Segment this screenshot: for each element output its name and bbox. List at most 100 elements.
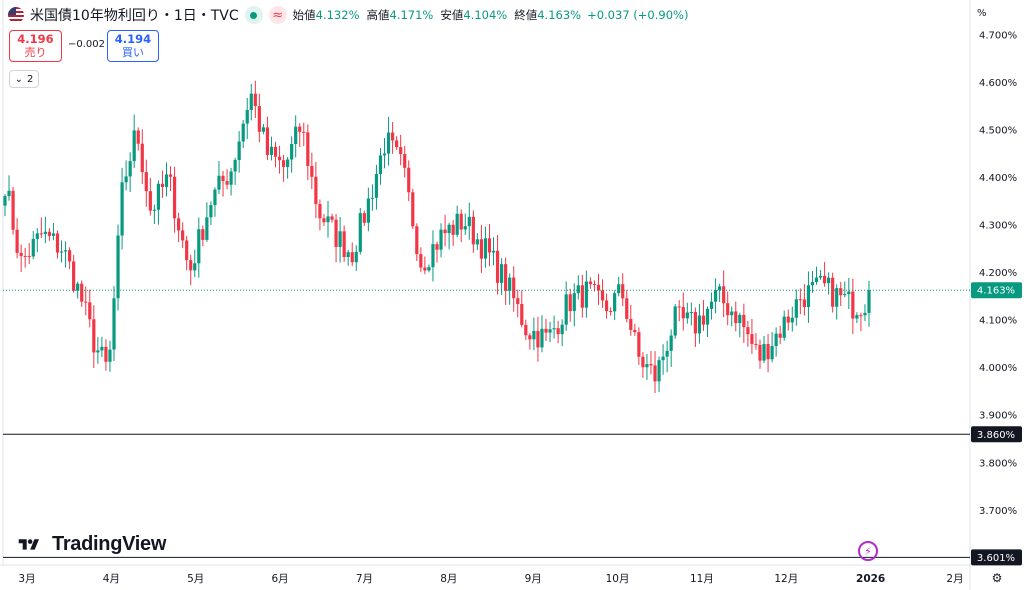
candle-body [867,290,871,313]
candle-body [172,176,177,219]
candle-body [213,189,217,206]
candle-body [108,349,112,362]
candle-body [778,333,782,338]
symbol-title[interactable]: 米国債10年物利回り・1日・TVC [30,8,239,24]
candle-body [855,315,859,319]
price-unit-label: % [977,8,987,19]
sell-price: 4.196 [17,32,54,46]
x-tick-label: 4月 [103,573,120,585]
candle-body [463,226,467,230]
candle-body [330,216,334,220]
candle-body [653,365,657,382]
candle-body [399,147,403,155]
candle-body [754,343,758,345]
candle-body [669,335,673,351]
x-tick-label: 7月 [356,573,373,585]
candle-body [661,356,665,361]
candle-body [705,308,710,325]
candle-body [67,250,72,262]
horizontal-line-label: 3.601% [977,553,1015,564]
candle-body [439,229,443,250]
sell-button[interactable]: 4.196 売り [9,30,62,62]
low-label: 安値 [440,8,464,22]
candle-body [229,171,233,185]
approx-icon[interactable]: ≈ [268,6,287,24]
candle-body [80,283,84,302]
candle-body [88,302,92,320]
candle-body [51,233,56,236]
candle-body [39,233,43,235]
candle-body [140,143,144,173]
candle-body [427,267,431,271]
y-tick-label: 4.000% [979,363,1017,374]
candle-body [677,306,681,308]
market-open-icon[interactable] [244,6,263,24]
candle-body [35,233,39,239]
chart-header: 米国債10年物利回り・1日・TVC ≈ 始値4.132% 高値4.171% 安値… [8,4,688,26]
candle-body [225,181,229,185]
candle-body [177,218,181,231]
candle-body [7,190,11,197]
candle-body [346,252,350,258]
candle-body [241,123,245,142]
candle-body [617,284,621,294]
candle-body [827,277,831,284]
candle-body [431,244,435,268]
candle-body [734,311,738,324]
candle-body [72,261,76,291]
y-tick-label: 4.200% [979,268,1017,279]
candle-body [281,160,286,167]
high-label: 高値 [366,8,390,22]
candle-body [722,286,726,304]
candle-body [181,230,185,241]
candle-body [273,146,278,157]
candle-body [863,312,867,316]
candle-body [104,346,108,362]
candle-body [84,301,88,303]
candle-body [713,290,718,302]
candle-body [495,250,500,283]
candle-body [637,332,641,357]
x-tick-label: 2月 [946,573,963,585]
candle-body [237,141,241,160]
candle-body [645,364,649,368]
candle-body [395,140,399,148]
horizontal-line-label-bg [971,549,1022,566]
candle-body [512,277,516,299]
tradingview-logo[interactable]: TradingView [14,533,166,556]
candle-body [572,293,576,312]
candle-body [15,229,19,253]
buy-button[interactable]: 4.194 買い [107,30,159,62]
candle-body [685,312,689,319]
candle-body [31,238,35,257]
candle-body [629,318,633,330]
indicators-toggle-button[interactable]: ⌄ 2 [9,70,39,88]
candle-body [63,250,68,252]
brand-name: TradingView [52,533,167,555]
candle-body [552,328,556,330]
y-tick-label: 4.700% [979,30,1017,41]
candle-body [560,324,564,335]
candle-body [818,275,823,278]
candle-body [746,327,750,335]
candle-body [411,192,415,227]
candle-body [112,298,116,350]
chevron-down-icon: ⌄ [14,73,23,85]
candle-body [576,285,580,294]
y-tick-label: 3.700% [979,506,1017,517]
settings-icon[interactable]: ⚙ [991,571,1003,585]
candle-body [689,312,693,314]
candle-body [382,153,387,156]
candle-body [499,264,504,283]
candle-body [665,350,669,357]
candle-body [164,174,169,187]
open-label: 始値 [292,8,316,22]
candle-body [673,306,677,336]
candle-body [447,224,451,234]
lightning-icon[interactable]: ⚡ [858,541,878,561]
candle-body [390,132,395,141]
candle-body [604,300,609,312]
candle-body [59,251,64,253]
candle-body [189,260,193,271]
